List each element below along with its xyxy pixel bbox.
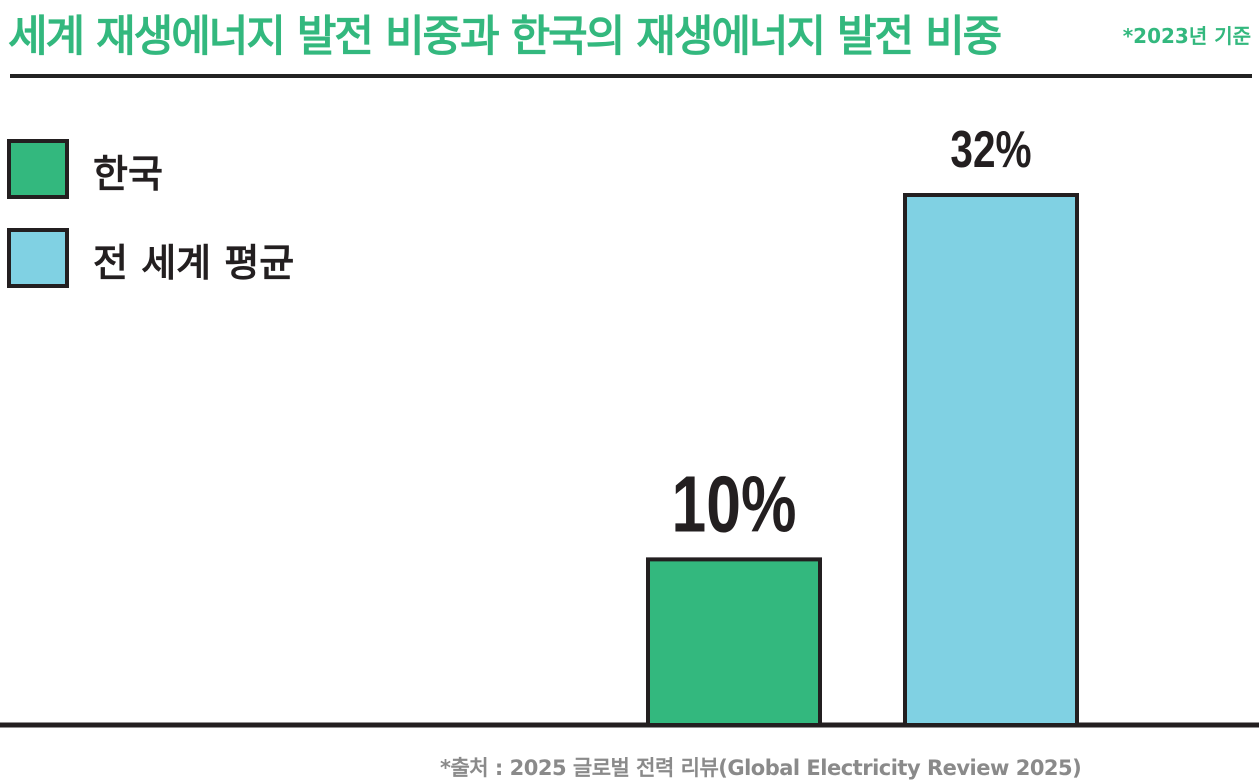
source-note: *출처 : 2025 글로벌 전력 리뷰(Global Electricity … <box>440 756 1082 780</box>
legend-swatch-korea <box>7 139 69 199</box>
legend-label-world: 전 세계 평균 <box>93 241 295 285</box>
data-label-world-average: 32% <box>950 120 1031 178</box>
chart-title: 세계 재생에너지 발전 비중과 한국의 재생에너지 발전 비중 <box>8 12 1002 62</box>
title-divider <box>10 74 1252 78</box>
bar-world-average <box>903 193 1079 727</box>
legend-swatch-world <box>7 228 69 288</box>
basis-note: *2023년 기준 <box>1122 24 1251 48</box>
bar-korea <box>646 557 822 727</box>
data-label-korea: 10% <box>672 460 797 549</box>
legend-label-korea: 한국 <box>93 152 163 196</box>
